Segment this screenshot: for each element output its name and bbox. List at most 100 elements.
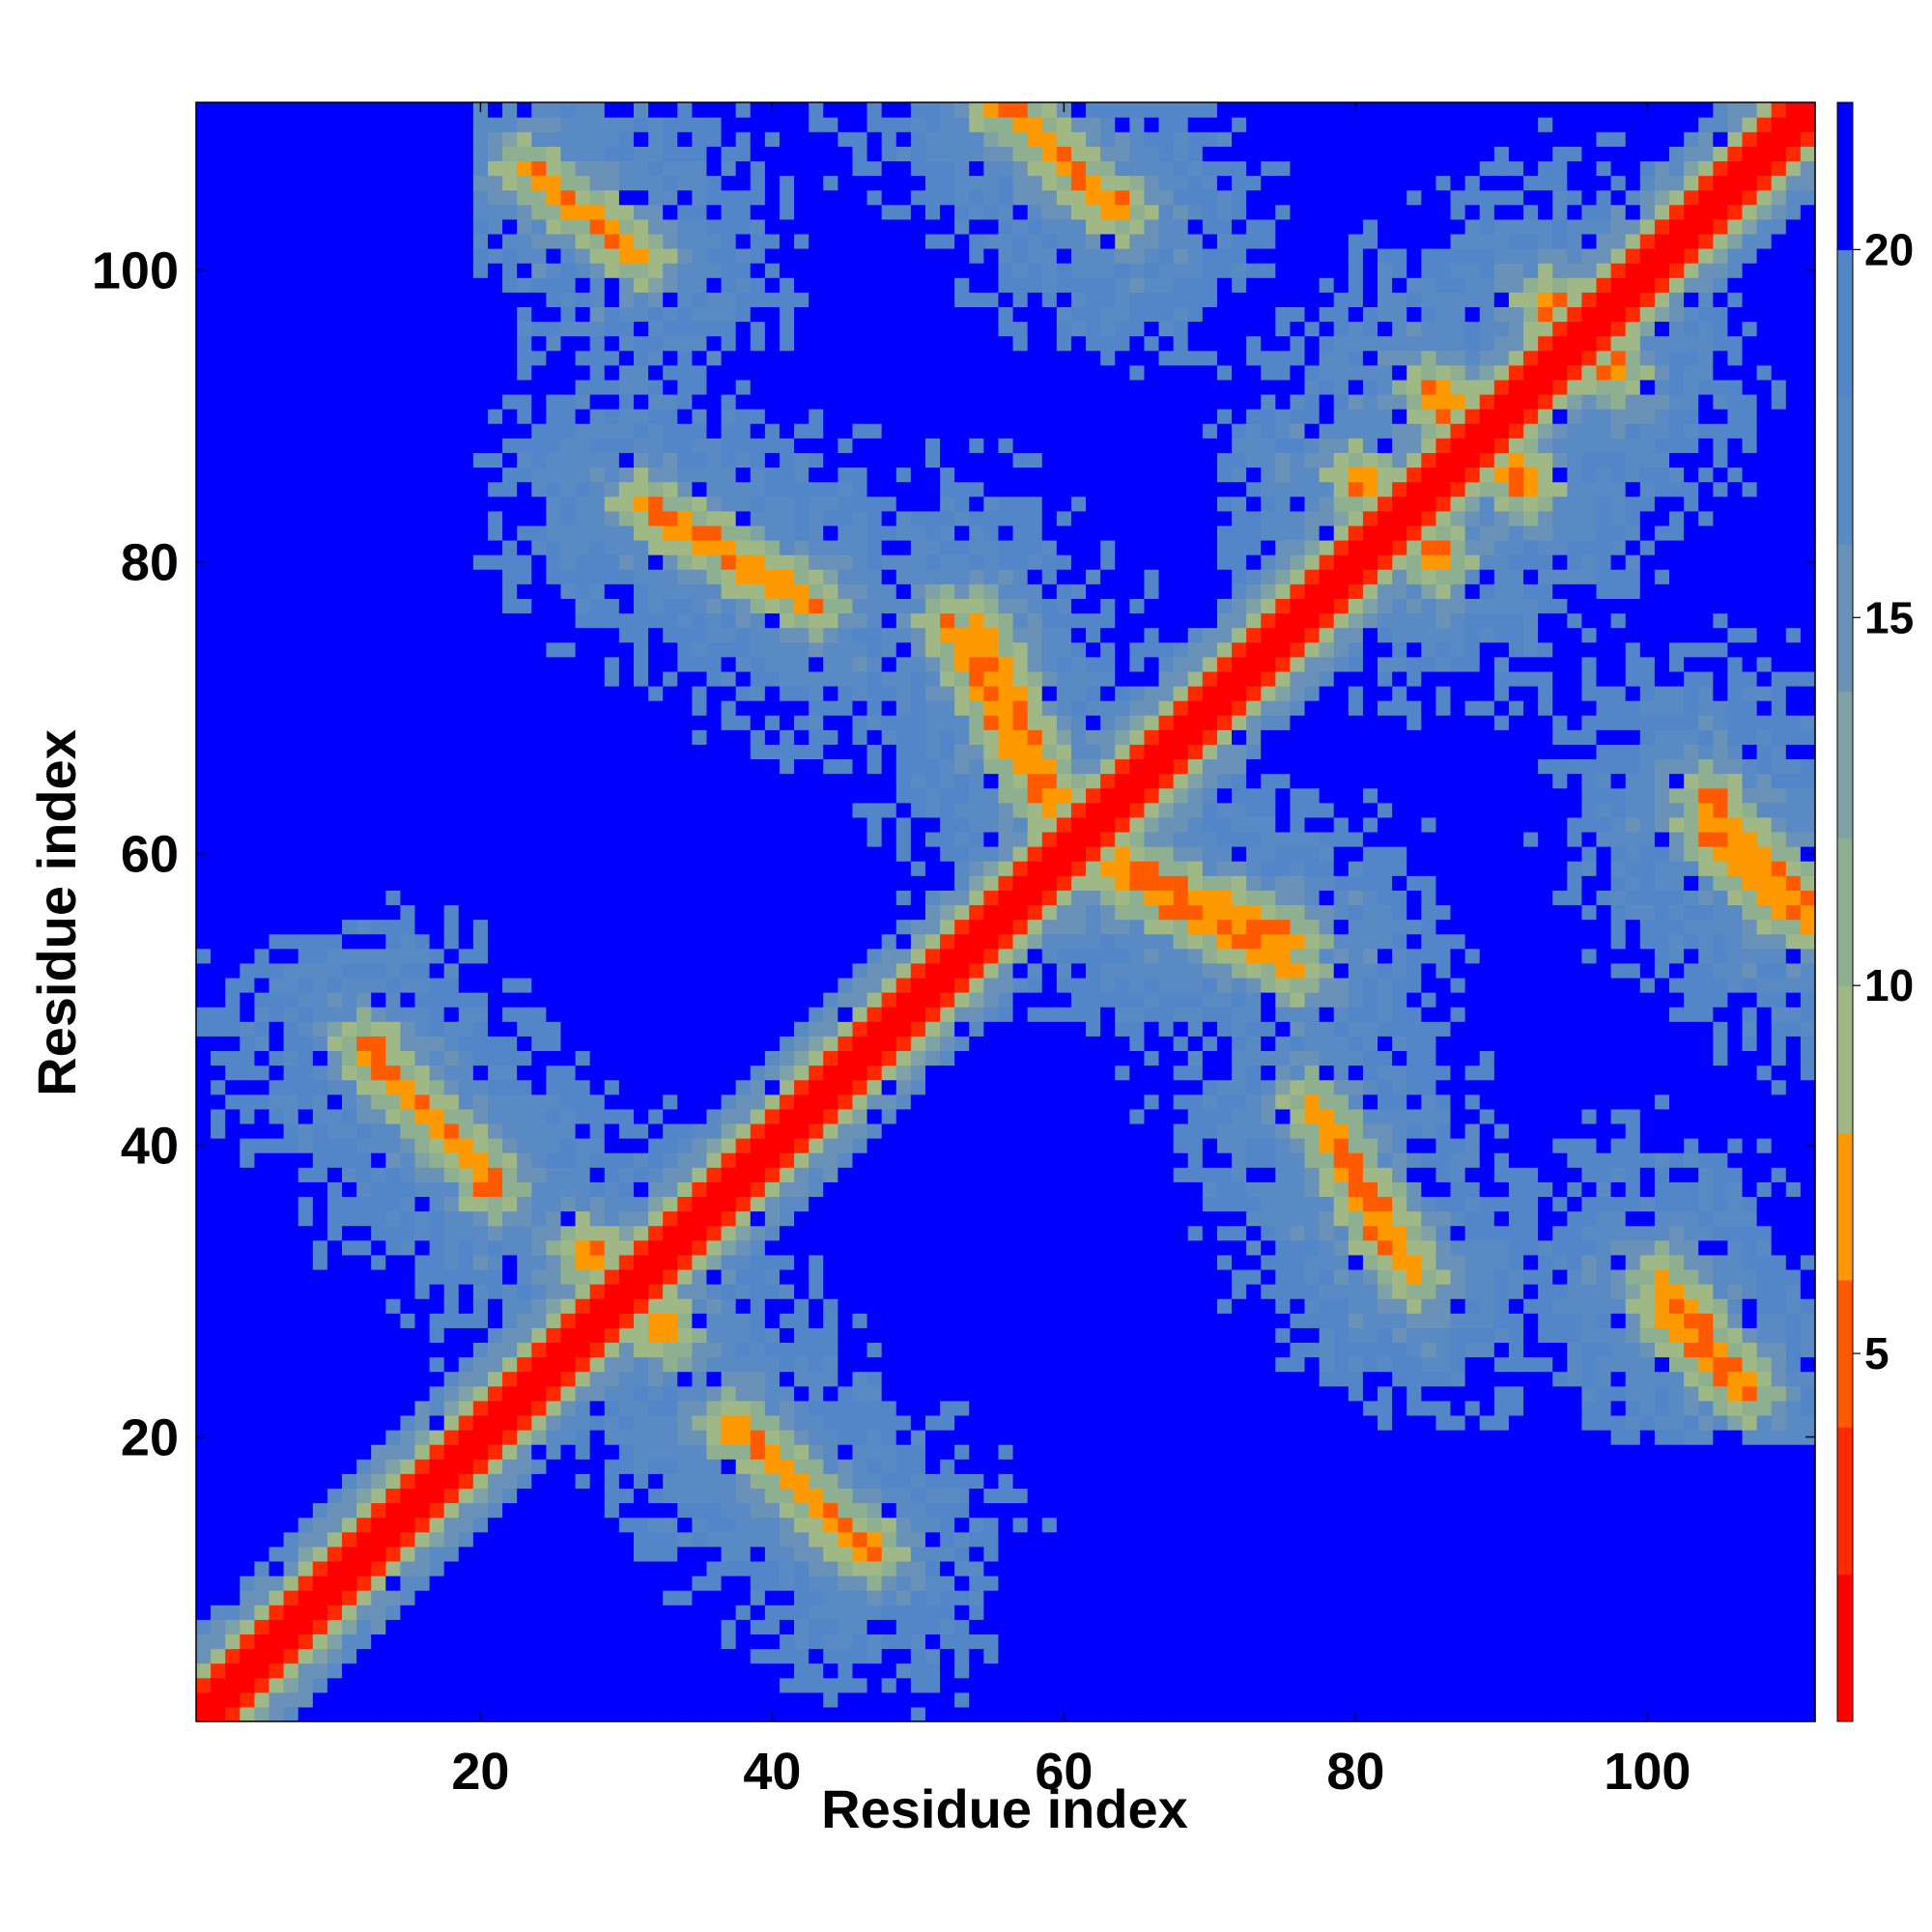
heatmap-cell: [779, 1122, 795, 1139]
heatmap-cell: [618, 1691, 635, 1708]
heatmap-cell: [633, 467, 649, 483]
heatmap-cell: [298, 117, 314, 132]
heatmap-cell: [240, 569, 255, 584]
heatmap-cell: [648, 350, 664, 366]
heatmap-cell: [385, 496, 401, 512]
heatmap-cell: [443, 1691, 460, 1708]
heatmap-cell: [371, 204, 386, 220]
heatmap-cell: [443, 773, 460, 789]
heatmap-cell: [575, 525, 591, 541]
heatmap-cell: [809, 1371, 824, 1387]
heatmap-cell: [400, 612, 416, 629]
heatmap-cell: [487, 350, 503, 366]
heatmap-cell: [312, 189, 328, 206]
heatmap-cell: [341, 598, 357, 614]
heatmap-cell: [706, 1108, 723, 1124]
heatmap-cell: [341, 1254, 357, 1270]
heatmap-cell: [385, 773, 401, 789]
heatmap-cell: [764, 1648, 781, 1664]
heatmap-cell: [692, 933, 708, 950]
heatmap-cell: [735, 933, 752, 950]
heatmap-cell: [385, 1414, 401, 1431]
heatmap-cell: [502, 554, 518, 570]
heatmap-cell: [472, 1167, 489, 1182]
heatmap-cell: [341, 263, 357, 278]
heatmap-cell: [211, 1313, 226, 1328]
heatmap-cell: [546, 670, 562, 687]
heatmap-cell: [633, 1371, 649, 1387]
heatmap-cell: [283, 218, 299, 235]
heatmap-cell: [823, 175, 838, 191]
heatmap-cell: [283, 569, 299, 584]
heatmap-cell: [721, 1181, 737, 1198]
heatmap-cell: [517, 263, 532, 278]
heatmap-cell: [385, 350, 401, 366]
heatmap-cell: [443, 496, 460, 512]
heatmap-cell: [546, 1167, 562, 1182]
heatmap-cell: [414, 321, 431, 337]
heatmap-cell: [794, 1196, 810, 1212]
heatmap-cell: [779, 816, 795, 833]
heatmap-cell: [254, 554, 270, 570]
heatmap-cell: [429, 204, 445, 220]
heatmap-cell: [225, 102, 241, 118]
heatmap-cell: [779, 321, 795, 337]
heatmap-cell: [517, 1210, 532, 1227]
heatmap-cell: [298, 627, 314, 643]
heatmap-cell: [648, 175, 664, 191]
heatmap-cell: [240, 233, 255, 249]
heatmap-cell: [692, 409, 708, 424]
heatmap-cell: [269, 409, 285, 424]
heatmap-cell: [385, 670, 401, 687]
heatmap-cell: [604, 1079, 620, 1095]
heatmap-cell: [648, 1298, 664, 1314]
heatmap-cell: [779, 787, 795, 804]
heatmap-cell: [706, 452, 723, 469]
heatmap-cell: [750, 1662, 766, 1679]
heatmap-cell: [327, 1167, 343, 1182]
heatmap-cell: [400, 875, 416, 891]
heatmap-cell: [794, 816, 810, 833]
heatmap-cell: [443, 131, 460, 147]
heatmap-cell: [356, 1239, 372, 1256]
heatmap-cell: [385, 204, 401, 220]
heatmap-cell: [692, 802, 708, 818]
heatmap-cell: [794, 1007, 810, 1022]
heatmap-cell: [633, 1065, 649, 1081]
heatmap-cell: [312, 1473, 328, 1490]
heatmap-cell: [618, 992, 635, 1008]
heatmap-cell: [633, 641, 649, 658]
heatmap-cell: [211, 1677, 226, 1693]
heatmap-cell: [400, 117, 416, 132]
heatmap-cell: [677, 627, 693, 643]
heatmap-cell: [692, 1050, 708, 1066]
heatmap-cell: [677, 875, 693, 891]
heatmap-cell: [618, 583, 635, 599]
heatmap-cell: [546, 890, 562, 906]
heatmap-cell: [356, 247, 372, 264]
heatmap-cell: [663, 890, 678, 906]
heatmap-cell: [472, 539, 489, 555]
heatmap-cell: [663, 1138, 678, 1153]
heatmap-cell: [531, 292, 547, 307]
heatmap-cell: [429, 977, 445, 993]
heatmap-cell: [225, 1430, 241, 1445]
heatmap-cell: [400, 233, 416, 249]
heatmap-cell: [356, 1473, 372, 1490]
heatmap-cell: [575, 1239, 591, 1256]
heatmap-cell: [648, 525, 664, 541]
heatmap-cell: [764, 948, 781, 964]
heatmap-cell: [531, 656, 547, 672]
heatmap-cell: [414, 802, 431, 818]
heatmap-cell: [269, 218, 285, 235]
heatmap-cell: [721, 1634, 737, 1650]
heatmap-cell: [750, 919, 766, 935]
heatmap-cell: [779, 393, 795, 410]
heatmap-cell: [589, 1546, 606, 1562]
heatmap-cell: [269, 933, 285, 950]
heatmap-cell: [618, 1254, 635, 1270]
heatmap-cell: [692, 656, 708, 672]
heatmap-cell: [443, 1122, 460, 1139]
heatmap-cell: [648, 335, 664, 352]
heatmap-cell: [531, 1210, 547, 1227]
